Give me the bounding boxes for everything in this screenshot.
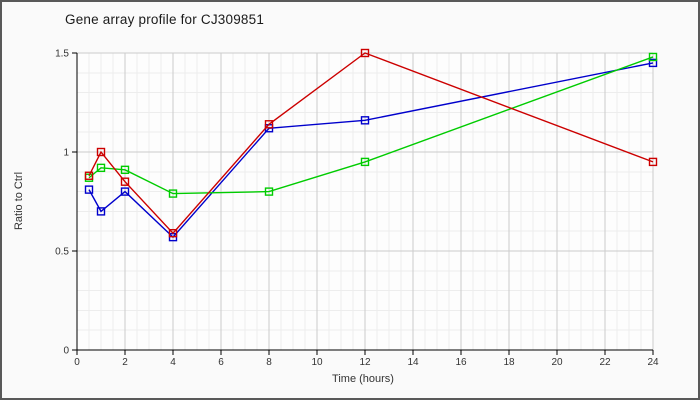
- green-series-marker: [120, 165, 130, 175]
- green-series-line: [88, 56, 654, 195]
- x-tick-label: 6: [218, 357, 224, 368]
- red-series-line: [88, 52, 654, 235]
- green-series-marker: [264, 187, 274, 196]
- red-series-marker: [360, 48, 370, 58]
- red-series-marker: [96, 147, 106, 157]
- x-axis-label: Time (hours): [332, 373, 394, 385]
- red-series-marker: [264, 120, 274, 129]
- x-tick-label: 14: [407, 357, 419, 368]
- x-tick-label: 10: [311, 357, 323, 368]
- x-tick-label: 8: [266, 357, 272, 368]
- blue-series-marker: [96, 207, 106, 216]
- green-series-marker: [168, 189, 178, 198]
- x-tick-label: 12: [359, 357, 371, 368]
- red-series-marker: [168, 228, 178, 238]
- x-tick-label: 4: [170, 357, 176, 368]
- x-tick-label: 22: [599, 357, 611, 368]
- x-tick-label: 2: [122, 357, 128, 368]
- x-tick-label: 16: [455, 357, 467, 368]
- green-series-marker: [648, 52, 658, 62]
- red-series-marker: [84, 171, 94, 180]
- blue-series-marker: [120, 187, 130, 196]
- green-series-marker: [360, 157, 370, 167]
- y-axis-label: Ratio to Ctrl: [13, 171, 25, 231]
- y-tick-label: 1.5: [55, 49, 69, 60]
- y-tick-label: 1: [63, 148, 69, 159]
- green-series-marker: [96, 163, 106, 173]
- blue-series-marker: [648, 58, 658, 68]
- x-tick-label: 0: [74, 357, 80, 368]
- y-tick-label: 0: [63, 346, 69, 357]
- red-series-marker: [120, 177, 130, 186]
- blue-series-marker: [84, 185, 94, 194]
- chart-title: Gene array profile for CJ309851: [65, 12, 265, 27]
- x-tick-label: 24: [647, 357, 659, 368]
- y-tick-label: 0.5: [55, 247, 69, 258]
- red-series-marker: [648, 157, 658, 167]
- x-tick-label: 20: [551, 357, 563, 368]
- x-tick-label: 18: [503, 357, 515, 368]
- blue-series-marker: [360, 116, 370, 125]
